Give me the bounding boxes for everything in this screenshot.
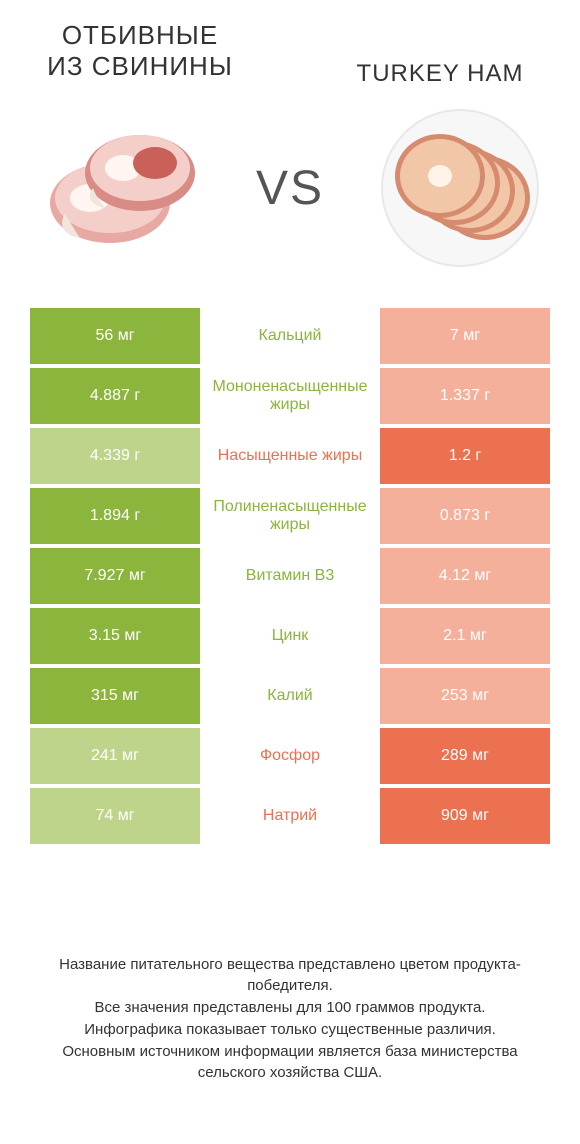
table-row: 3.15 мгЦинк2.1 мг: [30, 608, 550, 664]
right-value-cell: 909 мг: [380, 788, 550, 844]
table-row: 315 мгКалий253 мг: [30, 668, 550, 724]
table-row: 241 мгФосфор289 мг: [30, 728, 550, 784]
table-row: 7.927 мгВитамин B34.12 мг: [30, 548, 550, 604]
footnote-line: Название питательного вещества представл…: [30, 954, 550, 998]
left-value-cell: 74 мг: [30, 788, 200, 844]
comparison-table: 56 мгКальций7 мг4.887 гМононенасыщенные …: [0, 308, 580, 844]
left-value-cell: 4.339 г: [30, 428, 200, 484]
right-value-cell: 253 мг: [380, 668, 550, 724]
nutrient-label: Насыщенные жиры: [200, 428, 380, 484]
left-value-cell: 4.887 г: [30, 368, 200, 424]
nutrient-label: Полиненасыщенные жиры: [200, 488, 380, 544]
left-value-cell: 56 мг: [30, 308, 200, 364]
header: ОТБИВНЫЕ ИЗ СВИНИНЫ TURKEY HAM: [0, 0, 580, 88]
table-row: 74 мгНатрий909 мг: [30, 788, 550, 844]
nutrient-label: Мононенасыщенные жиры: [200, 368, 380, 424]
right-value-cell: 4.12 мг: [380, 548, 550, 604]
footnote-line: Инфографика показывает только существенн…: [30, 1019, 550, 1041]
nutrient-label: Кальций: [200, 308, 380, 364]
left-value-cell: 3.15 мг: [30, 608, 200, 664]
left-value-cell: 1.894 г: [30, 488, 200, 544]
right-value-cell: 289 мг: [380, 728, 550, 784]
right-value-cell: 0.873 г: [380, 488, 550, 544]
table-row: 56 мгКальций7 мг: [30, 308, 550, 364]
table-row: 4.339 гНасыщенные жиры1.2 г: [30, 428, 550, 484]
nutrient-label: Витамин B3: [200, 548, 380, 604]
footnote-line: Все значения представлены для 100 граммо…: [30, 997, 550, 1019]
footnote-line: Основным источником информации является …: [30, 1041, 550, 1085]
vs-row: VS: [0, 98, 580, 278]
turkey-ham-image: [370, 98, 550, 278]
footnote: Название питательного вещества представл…: [0, 954, 580, 1085]
right-value-cell: 1.337 г: [380, 368, 550, 424]
right-product-title: TURKEY HAM: [340, 60, 540, 88]
right-value-cell: 2.1 мг: [380, 608, 550, 664]
left-value-cell: 7.927 мг: [30, 548, 200, 604]
vs-label: VS: [256, 161, 324, 216]
right-value-cell: 7 мг: [380, 308, 550, 364]
nutrient-label: Цинк: [200, 608, 380, 664]
left-product-title: ОТБИВНЫЕ ИЗ СВИНИНЫ: [40, 20, 240, 82]
right-value-cell: 1.2 г: [380, 428, 550, 484]
nutrient-label: Натрий: [200, 788, 380, 844]
pork-chop-image: [30, 98, 210, 278]
table-row: 4.887 гМононенасыщенные жиры1.337 г: [30, 368, 550, 424]
nutrient-label: Фосфор: [200, 728, 380, 784]
table-row: 1.894 гПолиненасыщенные жиры0.873 г: [30, 488, 550, 544]
nutrient-label: Калий: [200, 668, 380, 724]
left-value-cell: 241 мг: [30, 728, 200, 784]
left-value-cell: 315 мг: [30, 668, 200, 724]
